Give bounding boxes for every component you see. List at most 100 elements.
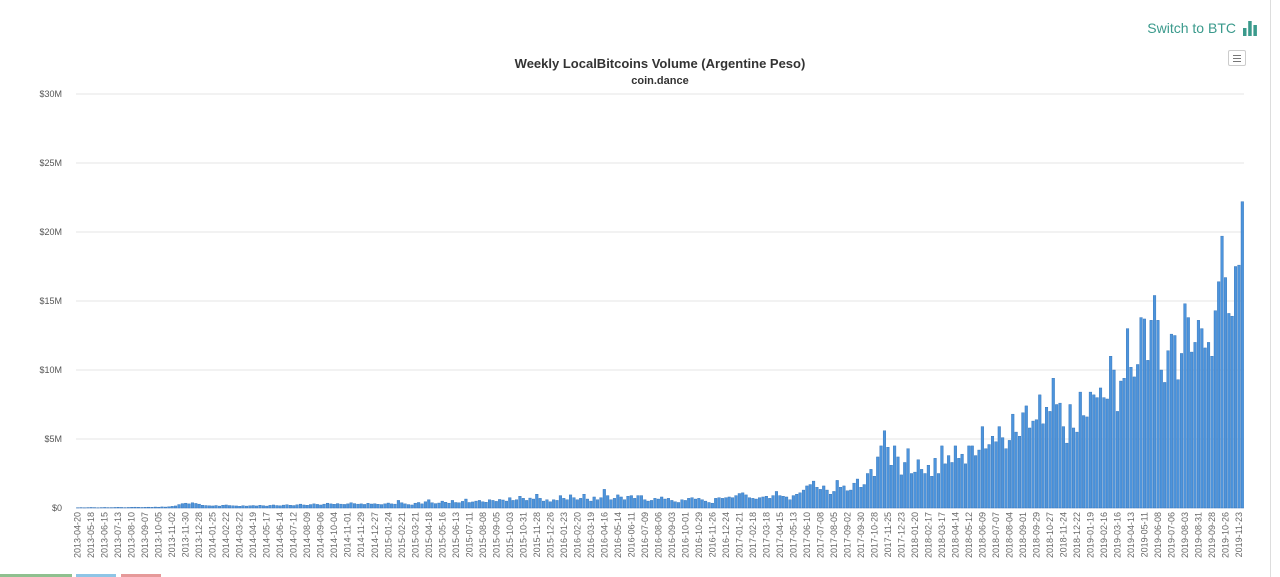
bar[interactable]	[1034, 419, 1038, 509]
bar[interactable]	[930, 476, 934, 509]
bar[interactable]	[589, 500, 593, 509]
bar[interactable]	[1166, 350, 1170, 509]
bar[interactable]	[542, 500, 546, 509]
bar[interactable]	[606, 495, 610, 509]
bar[interactable]	[403, 503, 407, 509]
bar[interactable]	[525, 500, 529, 509]
bar[interactable]	[1156, 320, 1160, 509]
bar[interactable]	[423, 501, 427, 509]
bar[interactable]	[788, 499, 792, 509]
bar[interactable]	[957, 458, 961, 509]
bar[interactable]	[700, 499, 704, 509]
bar[interactable]	[1017, 436, 1022, 509]
bar[interactable]	[1082, 415, 1086, 509]
bar[interactable]	[798, 492, 802, 509]
bar[interactable]	[427, 499, 431, 509]
chart-menu-button[interactable]	[1228, 50, 1246, 66]
bar[interactable]	[832, 491, 836, 509]
bar[interactable]	[376, 504, 380, 509]
bar[interactable]	[1190, 351, 1194, 509]
bar[interactable]	[548, 501, 552, 509]
bar[interactable]	[899, 474, 903, 509]
bar[interactable]	[1115, 411, 1119, 509]
bar[interactable]	[1072, 427, 1076, 509]
bar[interactable]	[332, 504, 336, 509]
bar[interactable]	[147, 506, 151, 509]
bar[interactable]	[1092, 394, 1096, 509]
bar[interactable]	[933, 458, 937, 509]
bar[interactable]	[903, 462, 907, 509]
bar[interactable]	[217, 505, 221, 509]
bar[interactable]	[683, 500, 687, 509]
bar[interactable]	[896, 456, 900, 509]
bar[interactable]	[174, 505, 178, 509]
bar[interactable]	[190, 502, 194, 509]
bar[interactable]	[255, 505, 259, 509]
bar[interactable]	[771, 495, 775, 509]
bar[interactable]	[342, 504, 346, 509]
bar[interactable]	[126, 507, 130, 509]
bar[interactable]	[1112, 369, 1116, 509]
bar[interactable]	[474, 500, 478, 509]
bar[interactable]	[336, 503, 340, 509]
bar[interactable]	[528, 497, 532, 509]
bar[interactable]	[207, 505, 211, 509]
bar[interactable]	[737, 493, 741, 509]
bar[interactable]	[795, 494, 799, 509]
bar[interactable]	[1038, 394, 1042, 509]
bar[interactable]	[467, 502, 471, 509]
bar[interactable]	[447, 502, 451, 509]
bar[interactable]	[882, 430, 887, 509]
bar[interactable]	[352, 503, 357, 509]
bar[interactable]	[369, 503, 373, 509]
bar[interactable]	[511, 500, 515, 509]
bar[interactable]	[876, 456, 880, 509]
bar[interactable]	[704, 500, 708, 509]
bar[interactable]	[768, 498, 772, 509]
bar[interactable]	[920, 469, 924, 509]
bar[interactable]	[481, 501, 485, 509]
bar[interactable]	[400, 502, 404, 509]
bar[interactable]	[366, 503, 370, 509]
bar[interactable]	[140, 507, 144, 509]
bar[interactable]	[120, 507, 124, 509]
bar[interactable]	[805, 485, 809, 509]
bar[interactable]	[575, 499, 579, 509]
bar[interactable]	[271, 504, 275, 509]
bar[interactable]	[1065, 442, 1069, 509]
bar[interactable]	[396, 500, 400, 509]
bar[interactable]	[518, 496, 522, 509]
bar[interactable]	[785, 496, 789, 509]
bar[interactable]	[1159, 369, 1163, 509]
bar[interactable]	[170, 506, 174, 509]
bar[interactable]	[531, 498, 535, 509]
bar[interactable]	[194, 503, 198, 509]
bar[interactable]	[1163, 382, 1167, 509]
bar[interactable]	[774, 491, 778, 509]
bar[interactable]	[417, 502, 421, 509]
bar[interactable]	[893, 445, 897, 509]
bar[interactable]	[1193, 342, 1197, 509]
bar[interactable]	[639, 495, 643, 509]
bar[interactable]	[815, 487, 819, 509]
bar[interactable]	[1230, 315, 1234, 509]
bar[interactable]	[89, 507, 93, 509]
bar[interactable]	[153, 506, 157, 509]
bar[interactable]	[471, 501, 475, 509]
bar[interactable]	[778, 495, 782, 509]
bar[interactable]	[228, 505, 232, 509]
bar[interactable]	[866, 473, 870, 509]
bar[interactable]	[835, 480, 839, 509]
bar[interactable]	[970, 445, 974, 509]
bar[interactable]	[764, 496, 768, 509]
bar[interactable]	[501, 499, 505, 509]
bar[interactable]	[643, 499, 647, 509]
bar[interactable]	[717, 497, 721, 509]
bar[interactable]	[1001, 437, 1005, 509]
bar[interactable]	[390, 503, 394, 509]
bar[interactable]	[889, 465, 893, 509]
bar[interactable]	[977, 449, 981, 509]
bar[interactable]	[1132, 376, 1136, 509]
bar[interactable]	[315, 504, 319, 509]
bar[interactable]	[940, 445, 944, 509]
